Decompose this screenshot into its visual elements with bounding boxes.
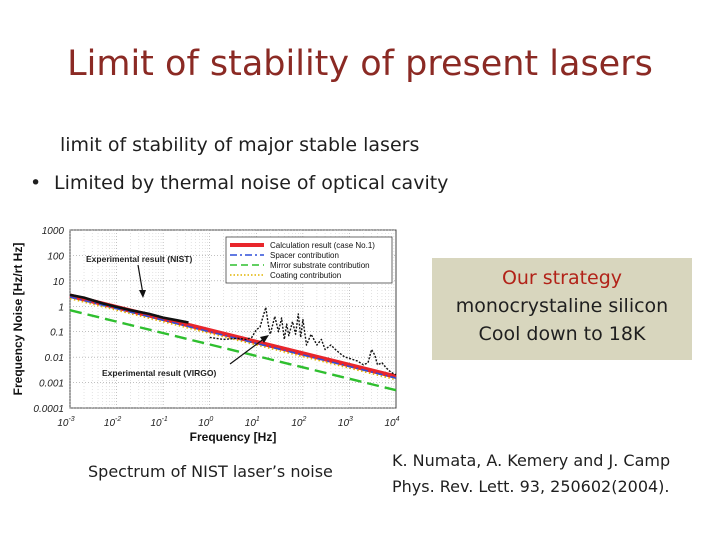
- nist-trace: [69, 293, 189, 324]
- x-tick-label: 104: [384, 416, 399, 429]
- strategy-line-material: monocrystaline silicon: [455, 295, 669, 317]
- y-tick-label: 100: [47, 251, 64, 262]
- virgo-trace: [209, 306, 397, 376]
- y-tick-label: 0.001: [39, 379, 64, 390]
- x-axis-label: Frequency [Hz]: [190, 430, 277, 444]
- annotation-nist: Experimental result (NIST): [86, 254, 192, 264]
- y-tick-label: 10: [53, 277, 65, 288]
- mirror-line: [69, 309, 397, 392]
- reference: K. Numata, A. Kemery and J. Camp Phys. R…: [392, 448, 670, 500]
- x-tick-label: 101: [245, 416, 260, 429]
- x-tick-label: 103: [338, 416, 353, 429]
- legend-label: Coating contribution: [270, 271, 341, 280]
- x-tick-label: 10-3: [57, 416, 74, 429]
- annotation-nist-arrowhead: [139, 290, 146, 298]
- spacer-line: [69, 296, 397, 379]
- bullet-item: • Limited by thermal noise of optical cav…: [30, 172, 448, 194]
- y-tick-label: 0.1: [50, 328, 64, 339]
- legend-label: Mirror substrate contribution: [270, 261, 370, 270]
- strategy-box: Our strategy monocrystaline silicon Cool…: [432, 258, 692, 360]
- x-tick-label: 10-1: [150, 416, 167, 429]
- y-tick-label: 0.0001: [33, 404, 64, 415]
- legend-label: Spacer contribution: [270, 251, 339, 260]
- x-tick-label: 100: [198, 416, 213, 429]
- reference-authors: K. Numata, A. Kemery and J. Camp: [392, 451, 671, 470]
- slide-title: Limit of stability of present lasers: [67, 44, 653, 84]
- annotation-virgo-arrow: [229, 337, 266, 365]
- annotation-virgo: Experimental result (VIRGO): [102, 368, 216, 378]
- annotation-nist-arrow: [137, 264, 144, 295]
- annotation-virgo-arrowhead: [260, 335, 269, 343]
- y-tick-label: 0.01: [45, 353, 64, 364]
- figure-caption: Spectrum of NIST laser’s noise: [88, 462, 333, 481]
- strategy-heading: Our strategy: [501, 267, 623, 289]
- strategy-line-temperature: Cool down to 18K: [478, 323, 646, 345]
- bullet-dot: •: [30, 172, 42, 194]
- reference-journal: Phys. Rev. Lett. 93, 250602(2004).: [392, 477, 670, 496]
- x-tick-label: 10-2: [104, 416, 121, 429]
- legend-label: Calculation result (case No.1): [270, 241, 375, 250]
- y-tick-label: 1000: [42, 226, 65, 237]
- x-tick-label: 102: [291, 416, 306, 429]
- y-tick-label: 1: [58, 302, 64, 313]
- slide-subtitle: limit of stability of major stable laser…: [60, 134, 420, 156]
- bullet-text: Limited by thermal noise of optical cavi…: [54, 172, 449, 194]
- y-axis-label: Frequency Noise [Hz/rt Hz]: [11, 243, 25, 396]
